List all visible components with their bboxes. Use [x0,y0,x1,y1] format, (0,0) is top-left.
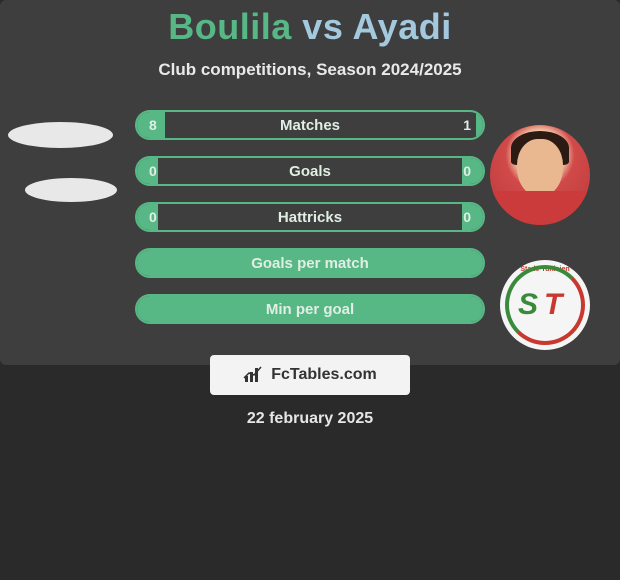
avatar-jersey [490,191,590,225]
stat-value-right: 0 [463,204,471,230]
club-letter-t: T [544,288,562,322]
subtitle: Club competitions, Season 2024/2025 [0,60,620,80]
stat-row-hattricks: 0 Hattricks 0 [135,202,485,232]
stat-row-goals-per-match: Goals per match [135,248,485,278]
page-title: Boulila vs Ayadi [0,6,620,48]
stat-label: Goals per match [137,250,483,276]
source-badge[interactable]: FcTables.com [210,355,410,395]
stat-value-right: 0 [463,158,471,184]
comparison-card: Boulila vs Ayadi Club competitions, Seas… [0,0,620,365]
stat-label: Goals [137,158,483,184]
stat-label: Min per goal [137,296,483,322]
avatar-face [517,139,563,197]
date-label: 22 february 2025 [0,410,620,428]
club-logo-graphic: Stade Tunisien S T [500,260,590,350]
stat-value-right: 1 [463,112,471,138]
player1-name: Boulila [168,6,292,47]
badge-text: FcTables.com [271,366,377,384]
stat-label: Matches [137,112,483,138]
club-letter-s: S [518,288,538,322]
stat-row-goals: 0 Goals 0 [135,156,485,186]
player2-club-logo: Stade Tunisien S T [500,260,590,350]
vs-label: vs [302,6,343,47]
stats-list: 8 Matches 1 0 Goals 0 0 Hattricks 0 Goal… [135,110,485,324]
player1-club-placeholder [25,178,117,202]
chart-icon [243,366,265,384]
stat-label: Hattricks [137,204,483,230]
player2-avatar [490,125,590,225]
player1-avatar-placeholder [8,122,113,148]
stat-row-min-per-goal: Min per goal [135,294,485,324]
player2-name: Ayadi [353,6,452,47]
stat-row-matches: 8 Matches 1 [135,110,485,140]
